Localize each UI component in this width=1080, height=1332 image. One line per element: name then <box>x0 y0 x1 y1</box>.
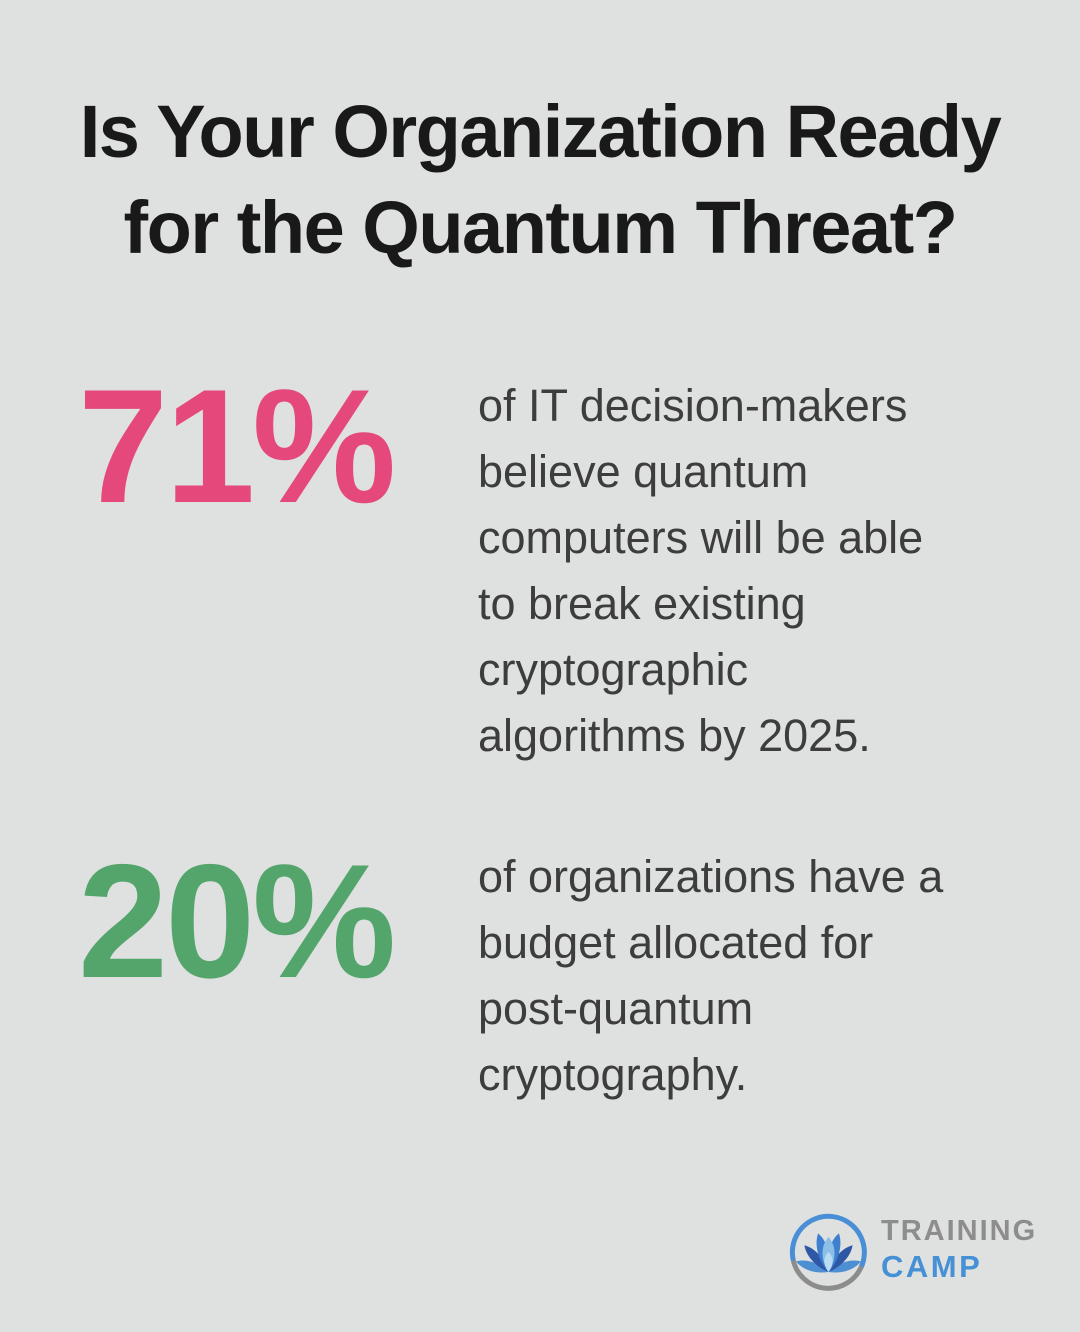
stat-text-line: computers will be able <box>478 512 924 563</box>
stat-value-71-percent: 71% <box>78 356 396 537</box>
title-line-2: for the Quantum Threat? <box>123 186 958 269</box>
stat-text-line: budget allocated for <box>478 917 874 968</box>
stat-text-line: of organizations have a <box>478 851 944 902</box>
title-line-1: Is Your Organization Ready <box>79 90 1002 173</box>
training-camp-logo: TRAINING CAMP <box>789 1213 1037 1292</box>
stat-text-line: of IT decision-makers <box>478 380 908 431</box>
stat-text-line: believe quantum <box>478 446 809 497</box>
stat-text-line: to break existing <box>478 578 806 629</box>
stat-description-quantum-threat: of IT decision-makers believe quantum co… <box>478 373 1018 769</box>
stat-text-line: cryptography. <box>478 1049 748 1100</box>
page-title: Is Your Organization Ready for the Quant… <box>0 84 1080 276</box>
stat-description-pqc-budget: of organizations have a budget allocated… <box>478 844 1018 1108</box>
stat-text-line: post-quantum <box>478 983 754 1034</box>
logo-word-camp: CAMP <box>881 1249 983 1284</box>
stat-value-20-percent: 20% <box>78 831 396 1012</box>
lotus-circle-icon <box>789 1213 867 1291</box>
stat-text-line: cryptographic <box>478 644 749 695</box>
logo-wordmark: TRAINING CAMP <box>881 1213 1038 1284</box>
logo-word-training: TRAINING <box>881 1215 1038 1247</box>
stat-text-line: algorithms by 2025. <box>478 710 871 761</box>
